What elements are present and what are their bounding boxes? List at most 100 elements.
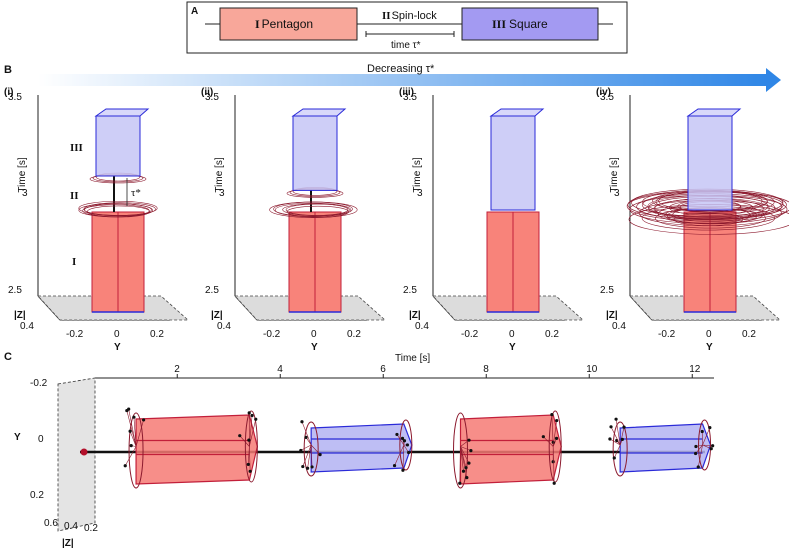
square-prism bbox=[490, 115, 536, 211]
spin-wisp bbox=[247, 446, 250, 465]
end-cap bbox=[399, 419, 413, 471]
square-block-label: III Square bbox=[492, 17, 548, 31]
spin-wisp bbox=[307, 444, 312, 469]
spin-wisp bbox=[239, 435, 250, 447]
spin-wisp bbox=[610, 426, 621, 446]
panel-b-label: B bbox=[4, 64, 12, 76]
spin-wisp bbox=[619, 427, 625, 446]
panel-b: B Decreasing τ* (i)3.532.50.4-0.2 0 0.2Y|Z… bbox=[4, 63, 789, 353]
spin-point bbox=[550, 413, 554, 417]
spin-point bbox=[300, 420, 304, 424]
pentagon-prism bbox=[135, 414, 258, 485]
spin-point bbox=[696, 465, 700, 469]
spin-trajectory bbox=[87, 205, 150, 218]
spin-point bbox=[400, 436, 405, 440]
spin-point bbox=[461, 469, 466, 473]
y-tick-neg: -0.2 bbox=[30, 378, 48, 389]
time-tick-label: 4 bbox=[277, 364, 283, 375]
spin-point bbox=[250, 413, 254, 418]
spin-point bbox=[301, 464, 305, 469]
spin-point bbox=[123, 464, 127, 468]
y-tick: 0.2 bbox=[742, 329, 756, 340]
y-tick: 0.2 bbox=[347, 329, 361, 340]
spin-point bbox=[299, 448, 303, 453]
z-tick: 3 bbox=[417, 188, 423, 199]
subpanel-2: (ii)3.5 3 2.5 0.4 -0.2 0 0.2 Y |Z| Time [s] bbox=[201, 87, 387, 353]
spin-wisp bbox=[460, 446, 470, 464]
z-tick: 2.5 bbox=[205, 285, 219, 296]
spin-point bbox=[711, 444, 715, 448]
square-prism bbox=[292, 115, 338, 191]
spin-point bbox=[614, 417, 618, 421]
panel-c-label: C bbox=[4, 351, 12, 363]
spin-wisp bbox=[543, 436, 554, 447]
spin-wisp bbox=[460, 446, 472, 451]
end-cap bbox=[128, 412, 144, 489]
tau-mark: τ* bbox=[131, 187, 141, 199]
spin-trajectory bbox=[269, 201, 358, 218]
subpanel-label: (ii) bbox=[201, 87, 213, 98]
spin-point bbox=[458, 481, 462, 485]
spin-point bbox=[464, 466, 468, 470]
spin-wisp bbox=[129, 431, 137, 447]
panel-c: C Time [s] 2 4 6 8 10 12 Y -0.2 0 0.2 0.6 0.4… bbox=[4, 351, 715, 549]
spin-point bbox=[405, 443, 410, 447]
spin-point bbox=[128, 429, 132, 433]
spin-point bbox=[541, 435, 545, 439]
time-axis-label: Time [s] bbox=[214, 157, 225, 192]
spin-point bbox=[620, 437, 624, 441]
spin-point bbox=[693, 451, 698, 456]
phase-label-III: III bbox=[70, 142, 83, 154]
spin-trajectory bbox=[78, 200, 158, 216]
spin-wisp bbox=[613, 444, 621, 459]
z-tick: 3.5 bbox=[8, 92, 22, 103]
pentagon-prism bbox=[459, 414, 562, 485]
end-cap bbox=[698, 419, 712, 471]
spin-wisp bbox=[128, 409, 137, 447]
z-tick: 3 bbox=[22, 188, 28, 199]
spin-wisp bbox=[460, 446, 464, 472]
absz-tick: 0.4 bbox=[415, 321, 429, 332]
spin-wisp bbox=[310, 444, 321, 455]
spin-point bbox=[708, 426, 712, 430]
end-cap bbox=[244, 410, 258, 483]
spin-point bbox=[392, 463, 397, 468]
subpanel-label: (iii) bbox=[399, 87, 414, 98]
arrow-head bbox=[766, 68, 781, 92]
spin-point bbox=[551, 440, 555, 444]
absz-tick: 0.4 bbox=[612, 321, 626, 332]
spin-point bbox=[469, 449, 473, 453]
spin-point bbox=[305, 466, 310, 470]
z-tick: 3 bbox=[219, 188, 225, 199]
time-tick-label: 10 bbox=[586, 364, 598, 375]
spin-wisp bbox=[394, 444, 405, 466]
end-cap bbox=[612, 421, 628, 477]
panel-a-label: A bbox=[191, 6, 198, 17]
y-axis-label: Y bbox=[509, 342, 516, 353]
spin-wisp bbox=[702, 427, 711, 446]
subpanel-label: (iv) bbox=[596, 87, 611, 98]
time-axis-label: Time [s] bbox=[395, 353, 430, 364]
segment-pentagon bbox=[453, 410, 562, 489]
y-tick: 0 bbox=[311, 329, 317, 340]
spin-wisp bbox=[300, 444, 312, 451]
spin-point bbox=[402, 439, 407, 443]
y-tick: -0.2 bbox=[263, 329, 281, 340]
segment-square bbox=[299, 419, 413, 477]
z-tick: 3.5 bbox=[205, 92, 219, 103]
y-tick: -0.2 bbox=[66, 329, 84, 340]
spin-point bbox=[608, 437, 612, 441]
spin-wisp bbox=[396, 434, 405, 446]
spin-point bbox=[407, 450, 411, 455]
spin-point bbox=[132, 415, 136, 419]
spin-point bbox=[709, 447, 713, 451]
z-tick: 2.5 bbox=[8, 285, 22, 296]
absz-axis-label: |Z| bbox=[409, 310, 421, 321]
y-axis-label: Y bbox=[114, 342, 121, 353]
y-axis-label: Y bbox=[14, 432, 21, 443]
y-tick: 0 bbox=[509, 329, 515, 340]
spin-point bbox=[622, 425, 626, 429]
spin-wisp bbox=[249, 446, 251, 472]
spin-wisp bbox=[124, 446, 137, 466]
subpanel-1: (i)3.532.50.4-0.2 0 0.2Y|Z|Time [s]IIIIIIτ… bbox=[4, 87, 190, 353]
